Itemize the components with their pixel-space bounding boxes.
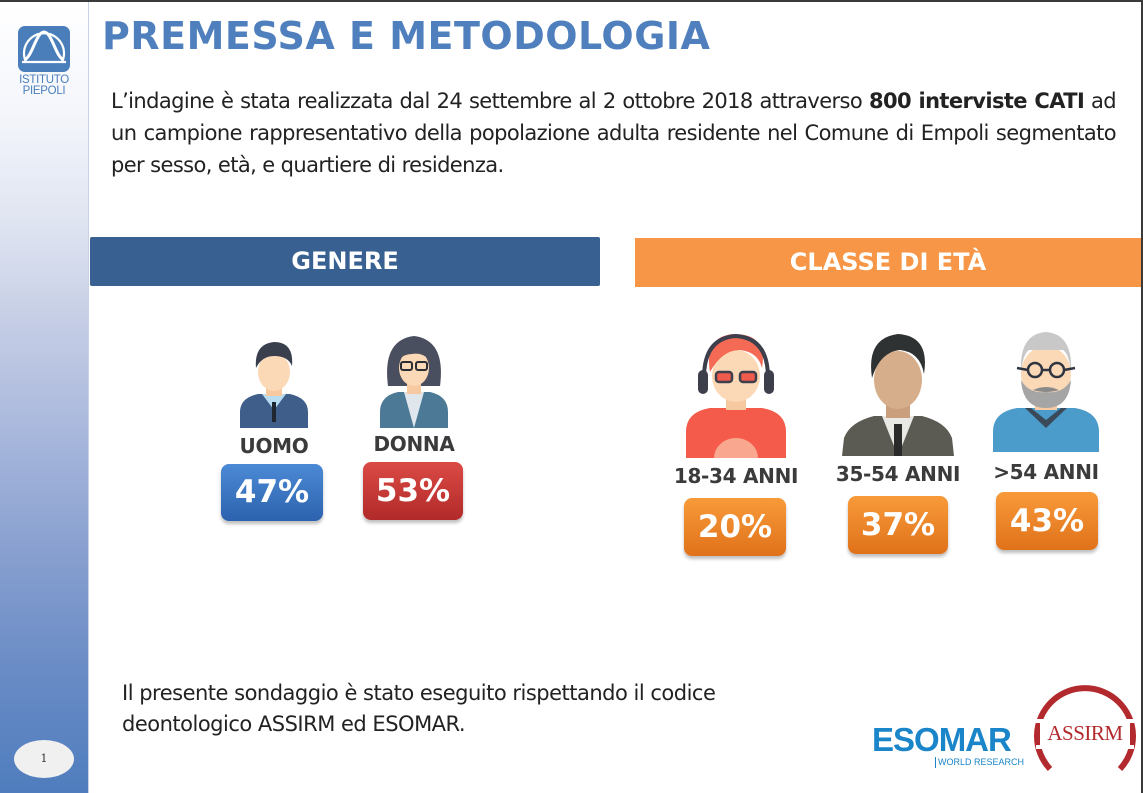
18-34-value-badge: 20%: [684, 498, 786, 556]
adult-man-icon: [842, 334, 954, 456]
esomar-tagline: WORLD RESEARCH: [935, 757, 1024, 768]
footer-note: Il presente sondaggio è stato eseguito r…: [122, 678, 716, 740]
eta-item-18-34: 18-34 ANNI 20%: [668, 328, 804, 556]
intro-text-2: ad un campione rappresentativo della pop…: [111, 89, 1117, 177]
logo-bell-curve-icon: [18, 26, 70, 72]
intro-paragraph: L’indagine è stata realizzata dal 24 set…: [111, 85, 1117, 181]
man-icon: [240, 342, 308, 428]
sidebar: ISTITUTO PIEPOLI 1: [0, 2, 89, 793]
esomar-logo: ESOMAR WORLD RESEARCH: [872, 721, 1024, 768]
over-54-label: >54 ANNI: [993, 460, 1099, 484]
eta-item-35-54: 35-54 ANNI 37%: [828, 330, 968, 554]
assirm-name: ASSIRM: [1047, 721, 1123, 745]
elderly-man-icon: [993, 332, 1099, 452]
eta-item-over-54: >54 ANNI 43%: [988, 328, 1104, 550]
page-number: 1: [14, 740, 74, 778]
assirm-seal: ASSIRM: [1030, 673, 1140, 789]
uomo-label: UOMO: [239, 434, 309, 458]
young-person-icon: [686, 333, 786, 458]
genere-item-donna: DONNA 53%: [363, 330, 463, 520]
intro-text-1: L’indagine è stata realizzata dal 24 set…: [111, 89, 869, 113]
footer-line2: deontologico ASSIRM ed ESOMAR.: [122, 712, 466, 736]
classe-eta-header: CLASSE DI ETÀ: [635, 238, 1141, 287]
logo-line2: PIEPOLI: [22, 85, 66, 97]
logo-text: ISTITUTO PIEPOLI: [17, 74, 71, 97]
18-34-label: 18-34 ANNI: [673, 464, 799, 488]
donna-label: DONNA: [373, 432, 455, 456]
genere-header: GENERE: [90, 237, 600, 286]
page-title: PREMESSA E METODOLOGIA: [102, 14, 711, 58]
uomo-value-badge: 47%: [221, 464, 323, 521]
donna-value-badge: 53%: [363, 462, 463, 520]
logo-line1: ISTITUTO: [19, 74, 69, 86]
over-54-value-badge: 43%: [996, 492, 1098, 550]
assirm-seal-icon: [1034, 685, 1136, 772]
35-54-label: 35-54 ANNI: [835, 462, 961, 486]
35-54-value-badge: 37%: [848, 496, 948, 554]
esomar-name: ESOMAR: [872, 721, 1012, 758]
woman-icon: [380, 336, 448, 428]
footer-line1: Il presente sondaggio è stato eseguito r…: [122, 681, 716, 705]
intro-text-bold: 800 interviste CATI: [868, 89, 1085, 113]
genere-item-uomo: UOMO 47%: [221, 336, 323, 521]
istituto-piepoli-logo: ISTITUTO PIEPOLI: [17, 26, 71, 110]
